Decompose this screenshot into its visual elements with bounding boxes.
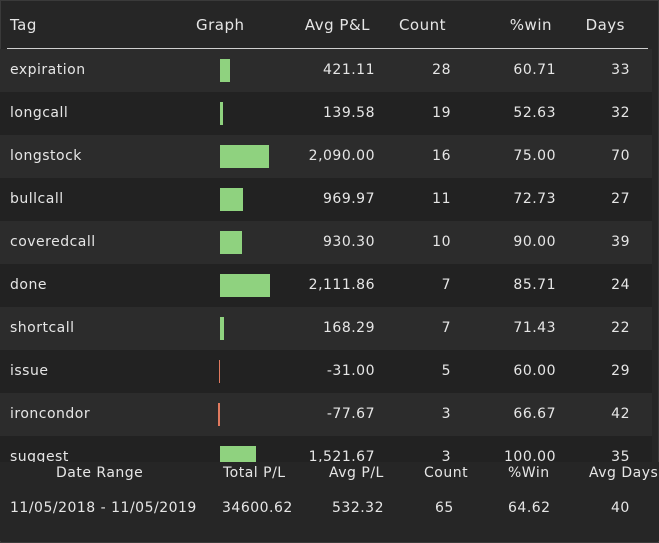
row-win: 75.00 [513,148,556,164]
pl-graph-bar [220,446,256,462]
row-tag: longstock [10,148,82,164]
row-win: 90.00 [513,234,556,250]
pl-graph-bar [220,102,223,125]
row-tag: bullcall [10,191,64,207]
row-tag: longcall [10,105,69,121]
row-count: 11 [432,191,451,207]
row-count: 3 [441,406,451,422]
row-tag: suggest [10,449,69,462]
pl-graph-bar [220,274,270,297]
row-count: 10 [432,234,451,250]
row-days: 70 [611,148,630,164]
table-row[interactable]: ironcondor -77.67 3 66.67 42 [0,393,652,436]
row-avg-pl: 2,111.86 [308,277,375,293]
pl-graph-bar [220,231,242,254]
pl-graph-bar [218,403,220,426]
row-tag: ironcondor [10,406,91,422]
row-tag: expiration [10,62,86,78]
row-win: 85.71 [513,277,556,293]
row-days: 32 [611,105,630,121]
row-count: 16 [432,148,451,164]
row-days: 24 [611,277,630,293]
row-days: 39 [611,234,630,250]
row-tag: coveredcall [10,234,96,250]
row-avg-pl: 930.30 [323,234,375,250]
row-win: 71.43 [513,320,556,336]
header-divider [7,48,648,49]
row-avg-pl: 1,521.67 [308,449,375,462]
table-row[interactable]: longcall 139.58 19 52.63 32 [0,92,652,135]
row-count: 7 [441,320,451,336]
row-count: 3 [441,449,451,462]
pl-graph-bar [220,317,224,340]
row-count: 19 [432,105,451,121]
pl-graph-bar [220,59,230,82]
summary-header-date-range: Date Range [56,465,144,481]
column-header-avg-pl[interactable]: Avg P&L [304,16,370,34]
table-body[interactable]: expiration 421.11 28 60.71 33 longcall 139.58 1… [0,49,659,462]
row-win: 60.00 [513,363,556,379]
summary-header-win: %Win [508,465,550,481]
row-days: 33 [611,62,630,78]
row-tag: issue [10,363,49,379]
row-avg-pl: 2,090.00 [308,148,375,164]
pl-graph-bar [219,360,220,383]
summary-date-range: 11/05/2018 - 11/05/2019 [10,500,197,516]
table-header: Tag Graph Avg P&L Count %win Days [0,0,659,50]
row-days: 22 [611,320,630,336]
row-avg-pl: 969.97 [323,191,375,207]
summary-header-avg-days: Avg Days [589,465,659,481]
row-win: 66.67 [513,406,556,422]
row-win: 52.63 [513,105,556,121]
row-days: 29 [611,363,630,379]
row-days: 35 [611,449,630,462]
row-win: 60.71 [513,62,556,78]
row-avg-pl: -31.00 [326,363,375,379]
summary-avg-pl: 532.32 [332,500,384,516]
column-header-days[interactable]: Days [585,16,625,34]
row-count: 7 [441,277,451,293]
column-header-tag[interactable]: Tag [10,16,37,34]
table-row[interactable]: expiration 421.11 28 60.71 33 [0,49,652,92]
column-header-win[interactable]: %win [509,16,552,34]
summary-count: 65 [435,500,454,516]
summary-total-pl: 34600.62 [222,500,293,516]
summary-footer: Date Range Total P/L Avg P/L Count %Win … [0,462,659,541]
column-header-graph[interactable]: Graph [196,16,245,34]
row-avg-pl: 168.29 [323,320,375,336]
row-tag: shortcall [10,320,75,336]
summary-avg-days: 40 [611,500,630,516]
table-row[interactable]: longstock 2,090.00 16 75.00 70 [0,135,652,178]
row-tag: done [10,277,47,293]
row-days: 27 [611,191,630,207]
row-avg-pl: -77.67 [326,406,375,422]
summary-header-total-pl: Total P/L [223,465,286,481]
pl-graph-bar [220,188,243,211]
table-row[interactable]: coveredcall 930.30 10 90.00 39 [0,221,652,264]
table-row[interactable]: issue -31.00 5 60.00 29 [0,350,652,393]
summary-win: 64.62 [508,500,551,516]
column-header-count[interactable]: Count [398,16,446,34]
row-avg-pl: 421.11 [323,62,375,78]
summary-header-count: Count [424,465,469,481]
row-avg-pl: 139.58 [323,105,375,121]
row-count: 5 [441,363,451,379]
table-row[interactable]: suggest 1,521.67 3 100.00 35 [0,436,652,462]
table-row[interactable]: done 2,111.86 7 85.71 24 [0,264,652,307]
summary-header-avg-pl: Avg P/L [329,465,384,481]
row-count: 28 [432,62,451,78]
row-win: 100.00 [504,449,556,462]
row-win: 72.73 [513,191,556,207]
table-row[interactable]: bullcall 969.97 11 72.73 27 [0,178,652,221]
row-days: 42 [611,406,630,422]
table-row[interactable]: shortcall 168.29 7 71.43 22 [0,307,652,350]
pl-graph-bar [220,145,269,168]
